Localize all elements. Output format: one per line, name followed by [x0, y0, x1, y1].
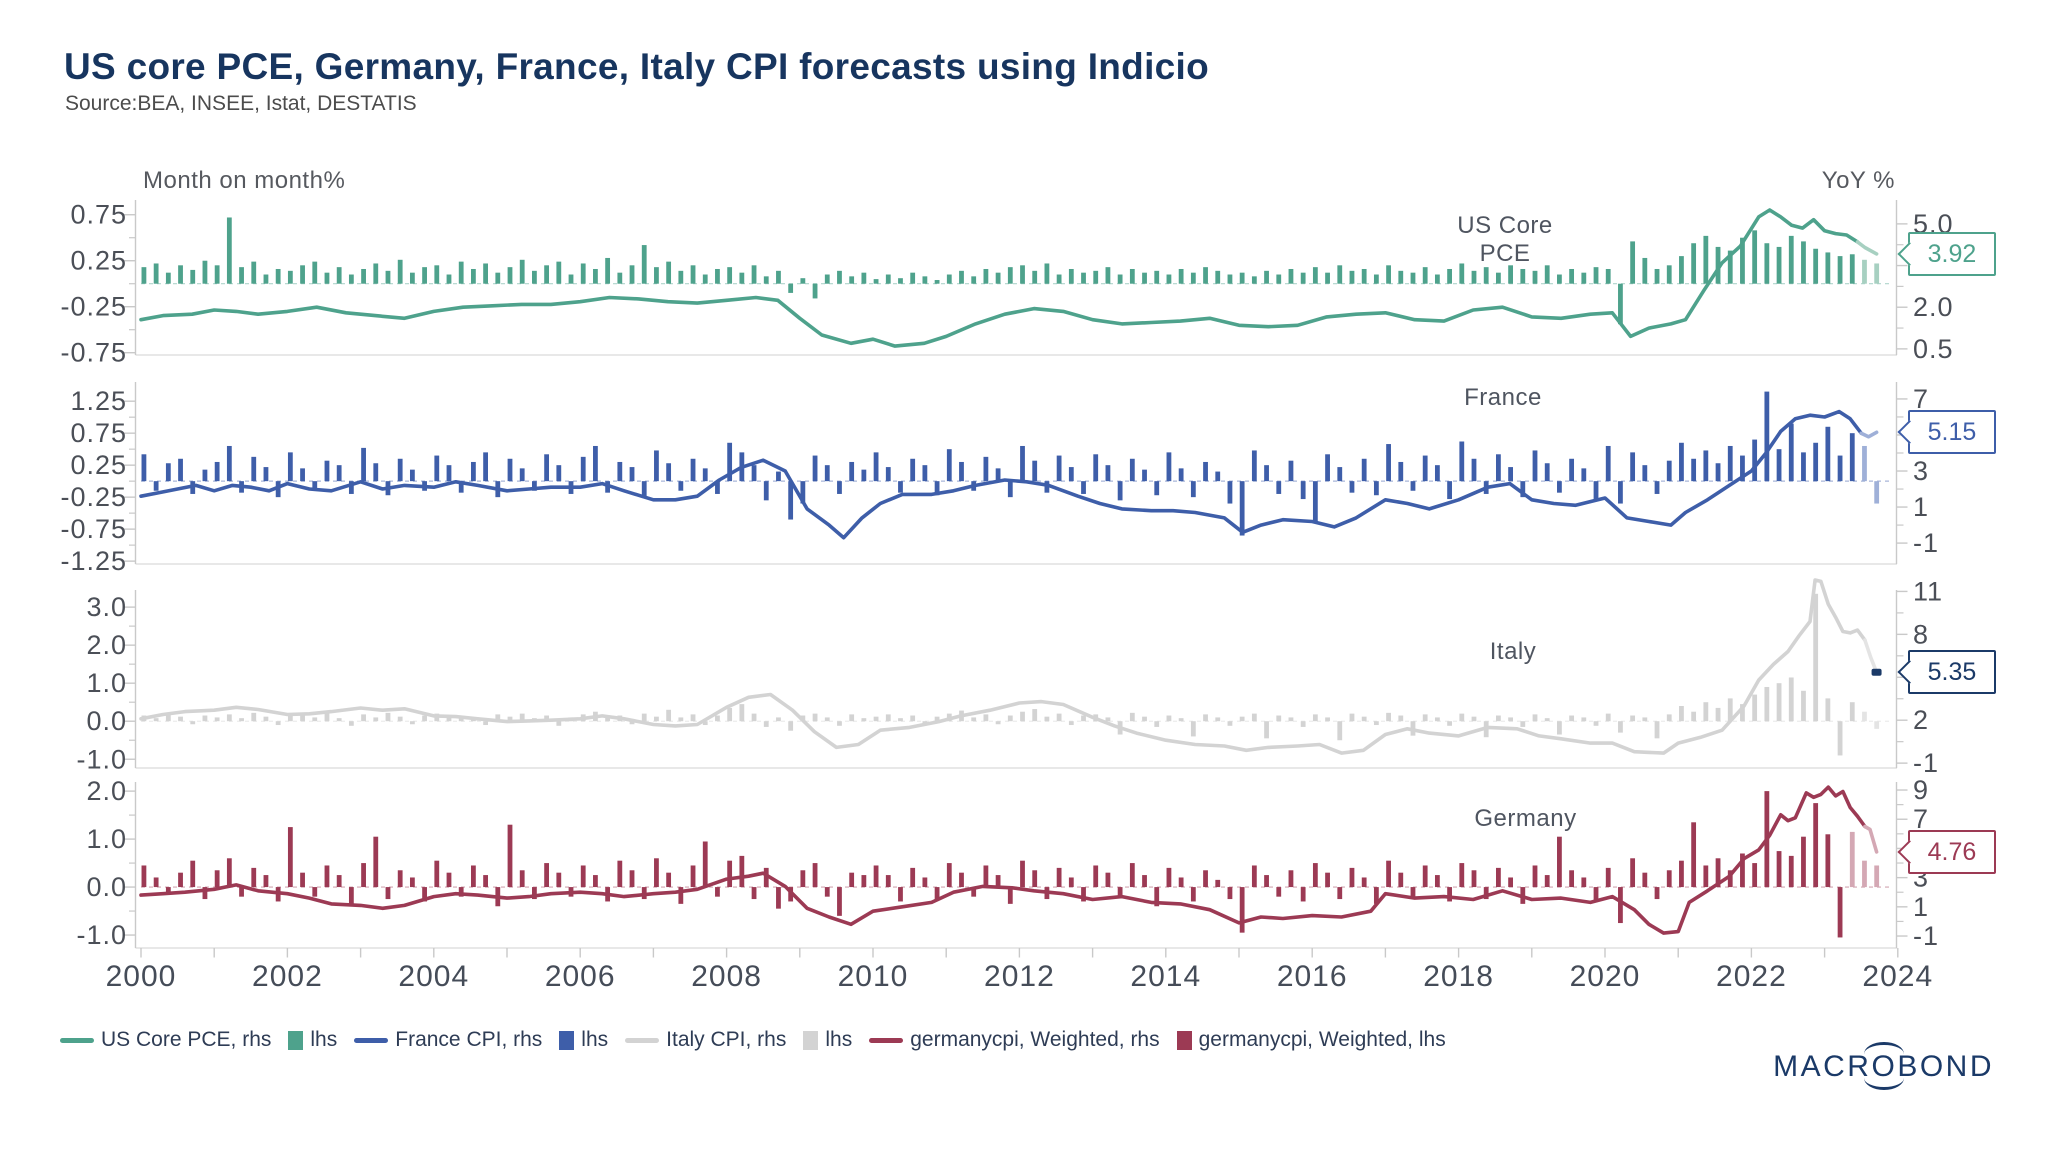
lhs-tick-label: 0.0 [86, 872, 127, 902]
legend-swatch-line [625, 1037, 660, 1043]
rhs-tick-label: -1 [1913, 528, 1939, 558]
rhs-tick-label: 1 [1913, 892, 1929, 922]
x-axis-year-label: 2010 [838, 960, 909, 993]
rhs-tick-label: 8 [1913, 619, 1929, 649]
legend-swatch-square [288, 1030, 304, 1050]
lhs-tick-label: -1.0 [76, 920, 127, 950]
x-axis-year-label: 2008 [691, 960, 762, 993]
lhs-tick-label: 0.0 [86, 706, 127, 736]
rhs-tick-label: 7 [1913, 384, 1929, 414]
rhs-tick-label: 2.0 [1913, 292, 1954, 322]
rhs-tick-label: 7 [1913, 804, 1929, 834]
callout-us-core-pce-value: 3.92 [1908, 232, 1996, 276]
callout-italy-value: 5.35 [1908, 650, 1996, 694]
chart-source: Source:BEA, INSEE, Istat, DESTATIS [65, 92, 417, 115]
x-axis-year-label: 2024 [1862, 960, 1933, 993]
rhs-tick-label: 0.5 [1913, 334, 1954, 364]
lhs-tick-label: 0.75 [70, 200, 127, 230]
lhs-tick-label: -0.75 [60, 338, 127, 368]
legend-label: lhs [581, 1028, 609, 1051]
lhs-tick-label: 0.25 [70, 246, 127, 276]
legend-label: US Core PCE, rhs [101, 1028, 272, 1051]
panel-label-france: France [1464, 384, 1542, 411]
x-axis: 2000 2002 2004 2006 2008 2010 2012 2014 2016 2018… [106, 948, 1933, 993]
x-axis-year-label: 2020 [1570, 960, 1641, 993]
x-axis-year-label: 2004 [398, 960, 469, 993]
left-axis-unit-label: Month on month% [143, 167, 346, 194]
logo-text-post: BOND [1897, 1050, 1994, 1083]
logo-o-mark: O [1864, 1042, 1905, 1090]
right-axis-unit-label: YoY % [1821, 167, 1895, 194]
panel-label-us-line1: US Core [1457, 212, 1553, 239]
lhs-tick-label: 1.25 [70, 386, 127, 416]
lhs-tick-label: -1.0 [76, 744, 127, 774]
legend-swatch-line [60, 1037, 94, 1043]
rhs-tick-label: 11 [1913, 576, 1943, 606]
x-axis-year-label: 2018 [1423, 960, 1494, 993]
legend-label: France CPI, rhs [395, 1028, 543, 1051]
legend-label: Italy CPI, rhs [666, 1028, 787, 1051]
panel-label-us-core-pce: US Core PCE [1420, 212, 1590, 268]
panel-label-italy: Italy [1489, 638, 1537, 665]
lhs-tick-label: -1.25 [60, 546, 127, 576]
legend-swatch-square [559, 1030, 575, 1050]
rhs-tick-label: -1 [1913, 921, 1939, 951]
callout-france-value: 5.15 [1908, 410, 1996, 454]
panel-label-us-line2: PCE [1479, 240, 1531, 267]
legend-swatch-square [1176, 1030, 1192, 1050]
macrobond-logo: MACROBOND [1773, 1042, 1994, 1090]
x-axis-year-label: 2016 [1277, 960, 1348, 993]
lhs-tick-label: 2.0 [86, 630, 127, 660]
panel-0-graphics: 0.750.25-0.25-0.755.02.00.5 [60, 200, 1954, 368]
legend-label: germanycpi, Weighted, lhs [1198, 1028, 1446, 1051]
panel-2-graphics: 3.0 2.0 1.0 0.0 -1.0 11 8 2 -1 [76, 576, 1943, 778]
legend-swatch-square [803, 1030, 819, 1050]
legend: US Core PCE, rhs lhs France CPI, rhs lhs Ita… [60, 1028, 1463, 1052]
legend-swatch-line [869, 1037, 904, 1043]
lhs-tick-label: 1.0 [86, 824, 127, 854]
rhs-tick-label: 2 [1913, 705, 1929, 735]
rhs-tick-label: 1 [1913, 492, 1929, 522]
rhs-tick-label: 9 [1913, 775, 1929, 805]
lhs-tick-label: -0.25 [60, 482, 127, 512]
callout-germany-value: 4.76 [1908, 830, 1996, 874]
legend-label: lhs [310, 1028, 338, 1051]
logo-text-pre: MACR [1773, 1050, 1872, 1083]
line-end-marker [1871, 668, 1882, 676]
legend-label: lhs [825, 1028, 853, 1051]
lhs-tick-label: 0.25 [70, 450, 127, 480]
lhs-tick-label: -0.25 [60, 292, 127, 322]
lhs-tick-label: 2.0 [86, 776, 127, 806]
rhs-tick-label: -1 [1913, 748, 1939, 778]
x-axis-year-label: 2022 [1716, 960, 1787, 993]
x-axis-year-label: 2012 [984, 960, 1055, 993]
legend-swatch-line [354, 1037, 389, 1043]
x-axis-year-label: 2002 [252, 960, 323, 993]
lhs-tick-label: -0.75 [60, 514, 127, 544]
panel-1-graphics: 1.250.750.25-0.25-0.75-1.25 7 3 1 -1 [60, 382, 1939, 576]
lhs-tick-label: 0.75 [70, 418, 127, 448]
legend-label: germanycpi, Weighted, rhs [910, 1028, 1160, 1051]
panel-label-germany: Germany [1474, 805, 1577, 832]
chart-title: US core PCE, Germany, France, Italy CPI … [64, 46, 1210, 87]
rhs-tick-label: 3 [1913, 456, 1929, 486]
x-axis-year-label: 2014 [1130, 960, 1201, 993]
lhs-tick-label: 3.0 [86, 592, 127, 622]
x-axis-year-label: 2006 [545, 960, 616, 993]
lhs-tick-label: 1.0 [86, 668, 127, 698]
x-axis-year-label: 2000 [106, 960, 177, 993]
